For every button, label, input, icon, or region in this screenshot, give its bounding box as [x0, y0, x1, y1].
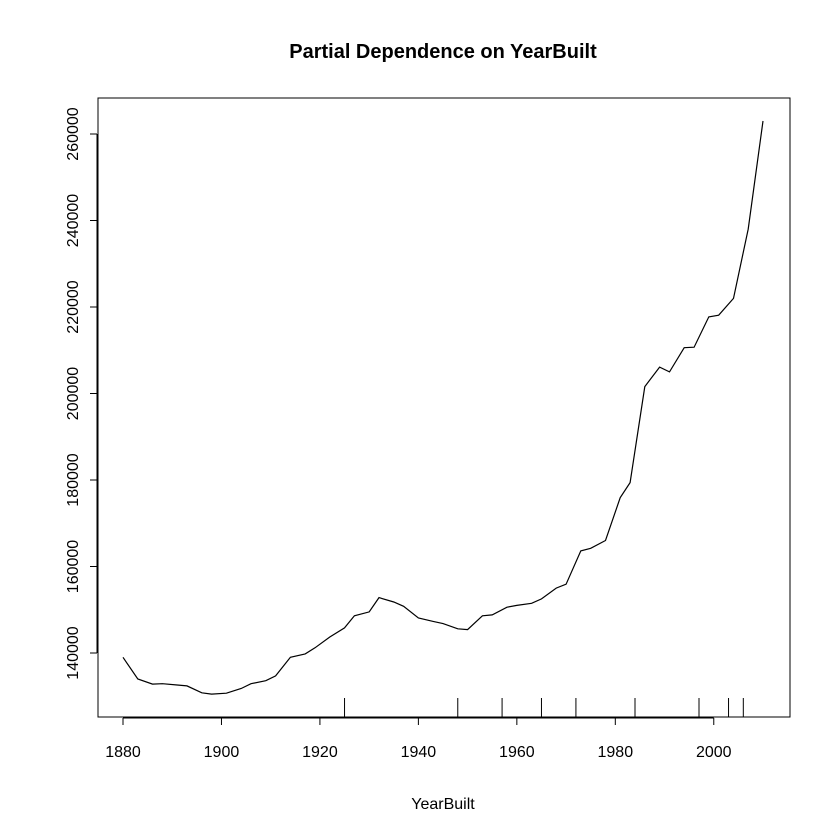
- y-tick-label: 180000: [65, 453, 82, 506]
- y-tick-label: 260000: [65, 107, 82, 160]
- y-tick-label: 140000: [65, 626, 82, 679]
- y-tick-label: 220000: [65, 280, 82, 333]
- x-tick-label: 1920: [302, 744, 338, 761]
- x-tick-label: 1880: [105, 744, 141, 761]
- y-tick-label: 200000: [65, 367, 82, 420]
- x-tick-label: 2000: [696, 744, 732, 761]
- x-tick-label: 1960: [499, 744, 535, 761]
- y-tick-label: 160000: [65, 540, 82, 593]
- x-tick-label: 1980: [598, 744, 634, 761]
- rug-marks: [344, 698, 744, 717]
- x-tick-label: 1900: [204, 744, 240, 761]
- x-axis: 1880 1900 1920 1940 1960 1980 2000: [105, 717, 732, 761]
- y-tick-label: 240000: [65, 194, 82, 247]
- x-axis-title: YearBuilt: [411, 796, 475, 813]
- chart-title: Partial Dependence on YearBuilt: [289, 41, 597, 63]
- plot-area-frame: [97, 97, 791, 718]
- x-tick-label: 1940: [401, 744, 437, 761]
- partial-dependence-line: [122, 120, 764, 695]
- y-axis: 140000 160000 180000 200000 220000 240000 2600…: [65, 107, 98, 680]
